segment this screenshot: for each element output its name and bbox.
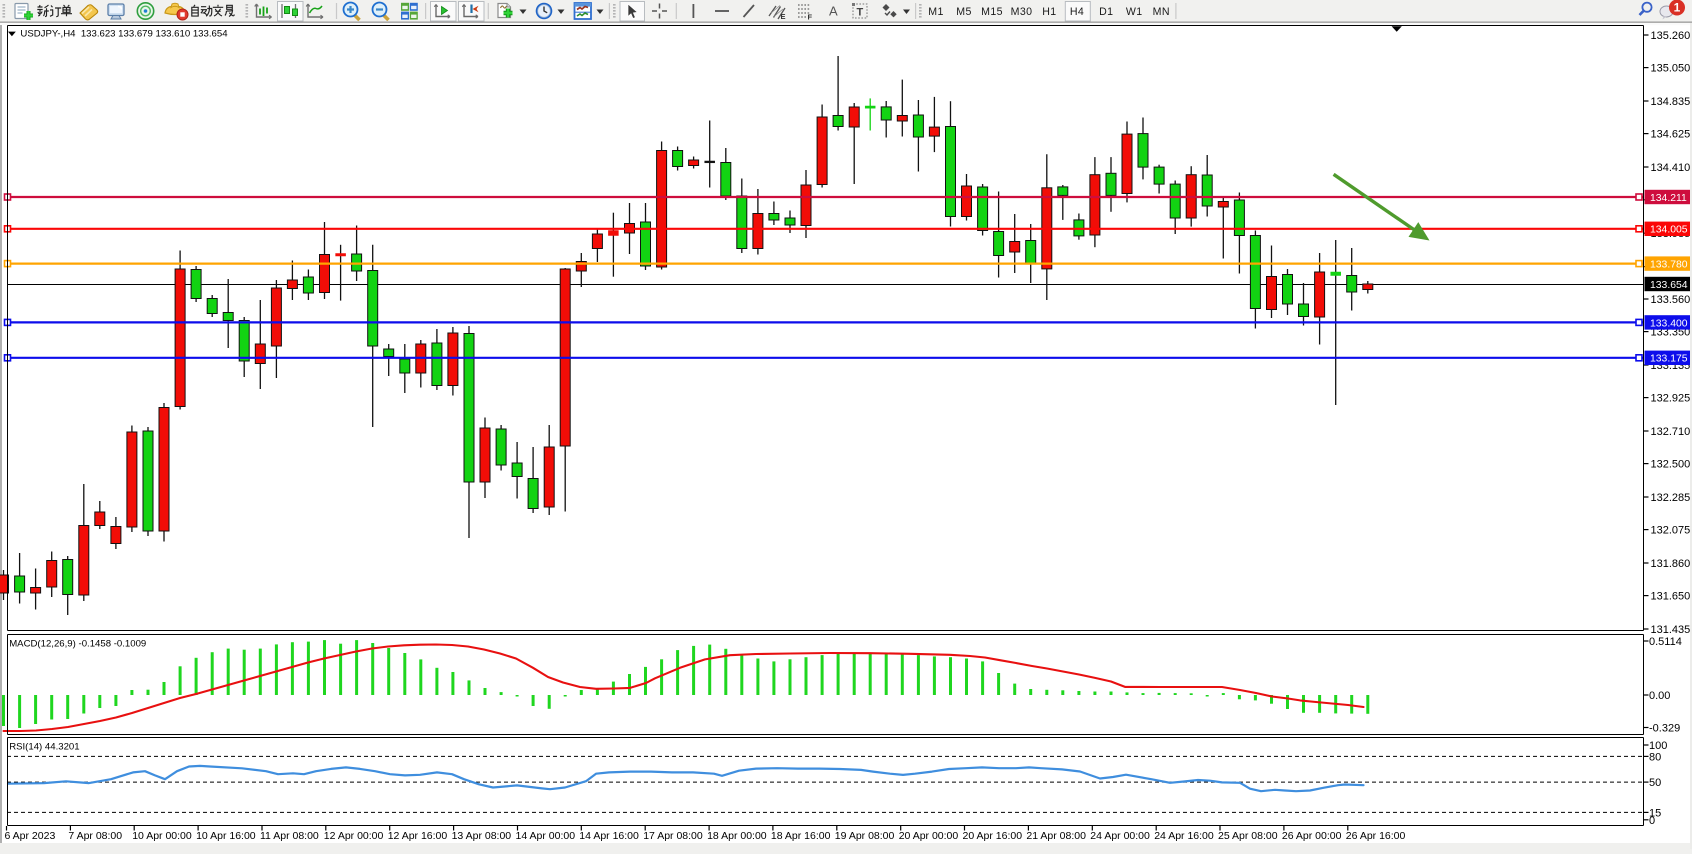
svg-text:D1: D1 — [1099, 6, 1113, 18]
svg-text:0: 0 — [1649, 815, 1655, 827]
svg-text:10 Apr 16:00: 10 Apr 16:00 — [196, 830, 256, 842]
svg-text:19 Apr 08:00: 19 Apr 08:00 — [835, 830, 895, 842]
svg-text:0.00: 0.00 — [1649, 690, 1670, 702]
svg-text:M5: M5 — [956, 6, 972, 18]
svg-text:0.5114: 0.5114 — [1649, 636, 1682, 648]
svg-text:132.710: 132.710 — [1651, 426, 1691, 438]
svg-text:25 Apr 08:00: 25 Apr 08:00 — [1218, 830, 1278, 842]
svg-text:21 Apr 08:00: 21 Apr 08:00 — [1026, 830, 1086, 842]
svg-text:50: 50 — [1649, 777, 1661, 789]
svg-text:135.260: 135.260 — [1651, 30, 1691, 42]
svg-text:134.211: 134.211 — [1650, 193, 1687, 204]
svg-text:18 Apr 00:00: 18 Apr 00:00 — [707, 830, 767, 842]
svg-text:14 Apr 16:00: 14 Apr 16:00 — [579, 830, 639, 842]
svg-text:12 Apr 16:00: 12 Apr 16:00 — [388, 830, 448, 842]
svg-text:M1: M1 — [928, 6, 944, 18]
svg-text:USDJPY-,H4 133.623 133.679 13: USDJPY-,H4 133.623 133.679 133.610 133.6… — [20, 28, 228, 39]
svg-text:133.175: 133.175 — [1650, 354, 1688, 365]
svg-text:18 Apr 16:00: 18 Apr 16:00 — [771, 830, 831, 842]
svg-text:80: 80 — [1649, 751, 1661, 763]
svg-text:134.005: 134.005 — [1650, 225, 1688, 236]
svg-text:132.500: 132.500 — [1651, 459, 1691, 471]
svg-text:1: 1 — [1674, 1, 1681, 15]
svg-text:135.050: 135.050 — [1651, 63, 1691, 75]
svg-text:T: T — [857, 7, 864, 19]
svg-text:MN: MN — [1153, 6, 1170, 18]
svg-text:F: F — [808, 13, 813, 22]
svg-text:24 Apr 16:00: 24 Apr 16:00 — [1154, 830, 1214, 842]
svg-text:26 Apr 16:00: 26 Apr 16:00 — [1346, 830, 1406, 842]
svg-text:H4: H4 — [1070, 6, 1084, 18]
svg-text:133.560: 133.560 — [1651, 294, 1691, 306]
svg-text:A: A — [829, 4, 838, 19]
svg-text:11 Apr 08:00: 11 Apr 08:00 — [260, 830, 319, 842]
svg-text:134.410: 134.410 — [1651, 162, 1691, 174]
svg-text:-0.329: -0.329 — [1649, 723, 1680, 735]
svg-text:H1: H1 — [1042, 6, 1056, 18]
svg-text:133.780: 133.780 — [1650, 260, 1688, 271]
svg-text:20 Apr 00:00: 20 Apr 00:00 — [899, 830, 959, 842]
svg-text:12 Apr 00:00: 12 Apr 00:00 — [324, 830, 384, 842]
svg-text:W1: W1 — [1126, 6, 1143, 18]
svg-text:17 Apr 08:00: 17 Apr 08:00 — [643, 830, 703, 842]
svg-text:24 Apr 00:00: 24 Apr 00:00 — [1090, 830, 1150, 842]
svg-text:14 Apr 00:00: 14 Apr 00:00 — [516, 830, 576, 842]
svg-text:100: 100 — [1649, 740, 1667, 752]
svg-text:131.435: 131.435 — [1651, 624, 1691, 636]
svg-text:RSI(14) 44.3201: RSI(14) 44.3201 — [9, 742, 79, 753]
svg-text:134.625: 134.625 — [1651, 129, 1691, 141]
svg-text:133.400: 133.400 — [1650, 318, 1688, 329]
svg-text:13 Apr 08:00: 13 Apr 08:00 — [452, 830, 512, 842]
svg-text:20 Apr 16:00: 20 Apr 16:00 — [963, 830, 1023, 842]
svg-text:10 Apr 00:00: 10 Apr 00:00 — [132, 830, 192, 842]
svg-text:132.075: 132.075 — [1651, 525, 1691, 537]
svg-text:132.925: 132.925 — [1651, 393, 1691, 405]
svg-text:131.650: 131.650 — [1651, 591, 1691, 603]
svg-text:132.285: 132.285 — [1651, 492, 1691, 504]
svg-text:MACD(12,26,9) -0.1458 -0.1009: MACD(12,26,9) -0.1458 -0.1009 — [9, 639, 146, 650]
svg-text:M15: M15 — [981, 6, 1003, 18]
svg-text:M30: M30 — [1011, 6, 1033, 18]
svg-text:15: 15 — [1649, 807, 1661, 819]
svg-text:131.860: 131.860 — [1651, 558, 1691, 570]
svg-text:134.835: 134.835 — [1651, 96, 1691, 108]
svg-text:7 Apr 08:00: 7 Apr 08:00 — [68, 830, 122, 842]
svg-text:26 Apr 00:00: 26 Apr 00:00 — [1282, 830, 1342, 842]
svg-text:6 Apr 2023: 6 Apr 2023 — [5, 830, 56, 842]
svg-text:133.654: 133.654 — [1650, 280, 1688, 291]
svg-text:E: E — [781, 12, 786, 21]
